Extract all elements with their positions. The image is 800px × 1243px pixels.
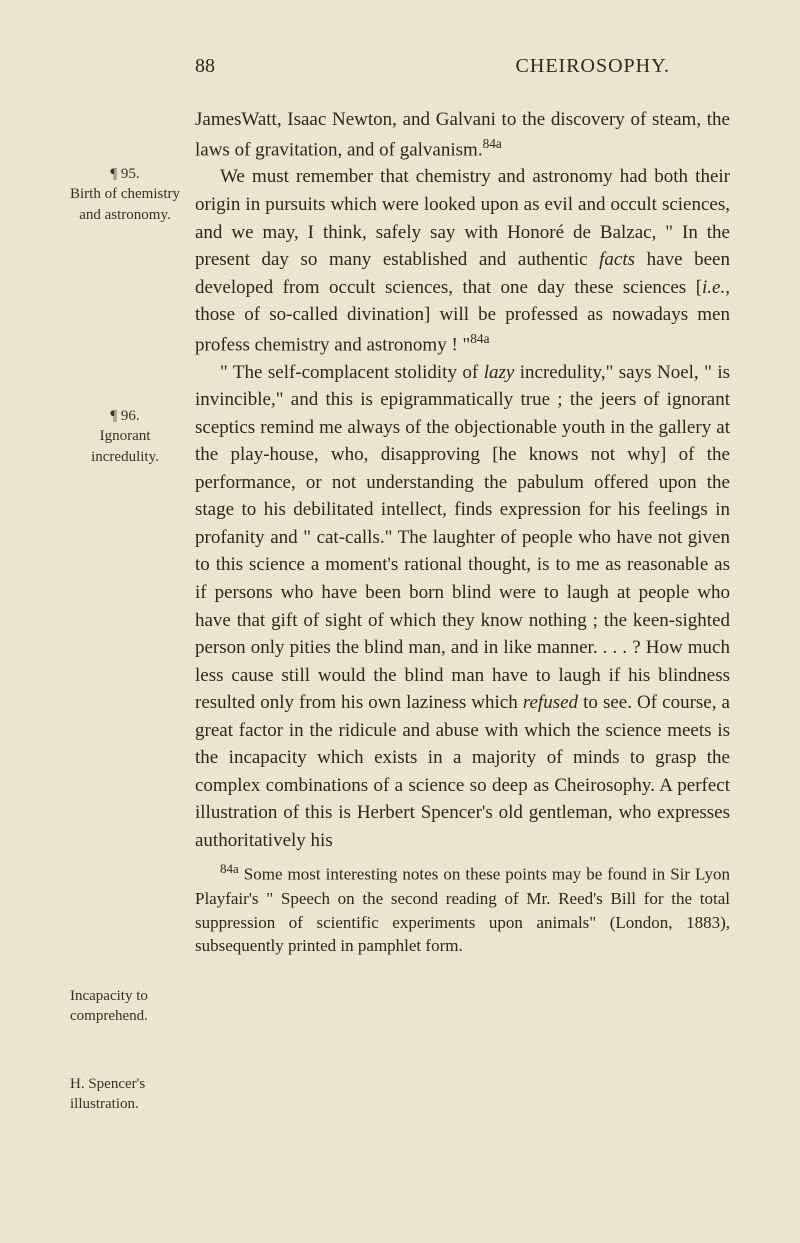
margin-note-incapacity: Incapacity to comprehend. bbox=[70, 986, 180, 1027]
margin-note-text: Ignorant incredulity. bbox=[70, 426, 180, 467]
margin-note-95: ¶ 95. Birth of chemistry and astronomy. bbox=[70, 164, 180, 225]
italic-text: lazy bbox=[484, 362, 515, 383]
paragraph-marker: ¶ 95. bbox=[70, 164, 180, 184]
margin-note-text: H. Spencer's illustration. bbox=[70, 1074, 180, 1115]
main-text-column: JamesWatt, Isaac Newton, and Galvani to … bbox=[195, 106, 730, 958]
content-area: ¶ 95. Birth of chemistry and astronomy. … bbox=[70, 106, 730, 958]
body-text: " The self-complacent stolidity of bbox=[220, 362, 484, 383]
italic-text: i.e. bbox=[702, 277, 725, 298]
footnote-text: Some most interesting notes on these poi… bbox=[195, 865, 730, 955]
margin-note-text: Birth of chemistry and astronomy. bbox=[70, 184, 180, 225]
body-text: incredulity," says Noel, " is invincible… bbox=[195, 362, 730, 714]
body-text: JamesWatt, Isaac Newton, and Galvani to … bbox=[195, 109, 730, 160]
italic-text: facts bbox=[599, 249, 635, 270]
paragraph-marker: ¶ 96. bbox=[70, 406, 180, 426]
page-number: 88 bbox=[195, 55, 215, 78]
margin-note-96: ¶ 96. Ignorant incredulity. bbox=[70, 406, 180, 467]
superscript-ref: 84a bbox=[470, 331, 489, 346]
margin-note-spencer: H. Spencer's illustration. bbox=[70, 1074, 180, 1115]
margin-notes-column: ¶ 95. Birth of chemistry and astronomy. … bbox=[70, 106, 180, 958]
page-header: 88 CHEIROSOPHY. bbox=[70, 55, 730, 78]
italic-text: refused bbox=[523, 692, 578, 713]
running-title: CHEIROSOPHY. bbox=[516, 55, 670, 78]
body-text: to see. Of course, a great factor in the… bbox=[195, 692, 730, 851]
margin-note-text: Incapacity to comprehend. bbox=[70, 986, 180, 1027]
footnote-marker: 84a bbox=[220, 861, 239, 876]
superscript-ref: 84a bbox=[483, 136, 502, 151]
footnote: 84a Some most interesting notes on these… bbox=[195, 860, 730, 958]
